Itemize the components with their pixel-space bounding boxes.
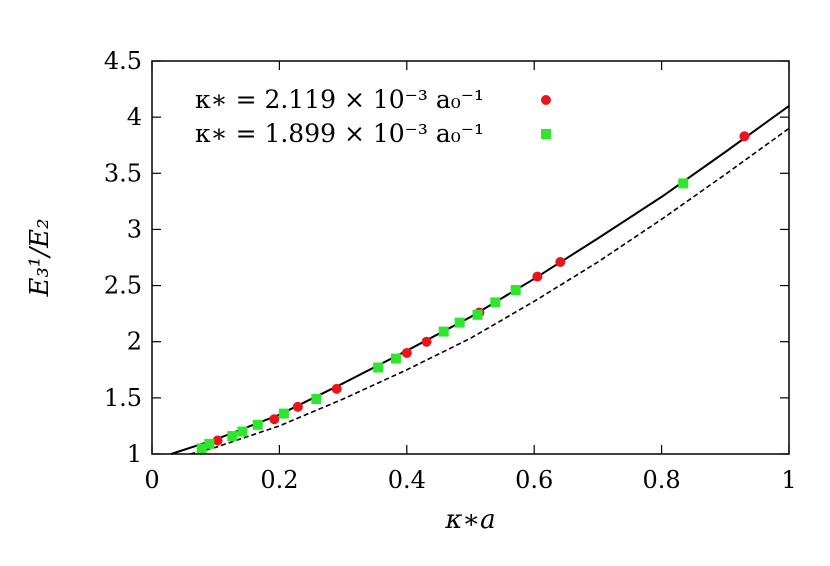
y-axis-label: E₃¹/E₂: [25, 219, 55, 298]
y-tick-label: 1.5: [104, 384, 142, 412]
labels-layer: 0 0.2 0.4 0.6 0.8 1 1 1.5 2 2.5 3 3.5 4 4.5 κ∗a E₃¹/E₂: [25, 47, 797, 535]
y-tick-label: 3.5: [104, 159, 142, 187]
x-tick-label: 0.8: [643, 466, 681, 494]
x-tick-label: 0.2: [260, 466, 298, 494]
data-point-square: [438, 326, 449, 337]
data-point-square: [510, 285, 521, 296]
y-tick-label: 1: [127, 440, 142, 468]
x-axis-label: κ∗a: [444, 505, 495, 535]
x-tick-label: 1: [781, 466, 796, 494]
legend-label: κ∗ = 2.119 × 10⁻³ a₀⁻¹: [195, 85, 484, 114]
data-point-square: [490, 297, 501, 308]
points-layer: [196, 131, 750, 454]
legend: κ∗ = 2.119 × 10⁻³ a₀⁻¹ κ∗ = 1.899 × 10⁻³ …: [195, 85, 551, 148]
x-tick-label: 0.6: [515, 466, 553, 494]
data-point-circle: [212, 435, 223, 446]
data-point-square: [196, 443, 207, 454]
data-point-circle: [269, 414, 280, 425]
legend-marker-circle: [541, 95, 551, 105]
data-point-square: [311, 393, 322, 404]
legend-label: κ∗ = 1.899 × 10⁻³ a₀⁻¹: [195, 119, 484, 148]
x-tick-label: 0: [144, 466, 159, 494]
data-point-square: [278, 408, 289, 419]
curves-layer: [170, 105, 790, 455]
data-point-circle: [292, 401, 303, 412]
data-point-circle: [331, 383, 342, 394]
y-tick-label: 2.5: [104, 272, 142, 300]
data-point-square: [237, 426, 248, 437]
data-point-square: [373, 362, 384, 373]
data-point-circle: [532, 271, 543, 282]
data-point-square: [472, 309, 483, 320]
y-tick-label: 2: [127, 328, 142, 356]
y-tick-label: 3: [127, 215, 142, 243]
plot-frame: [151, 60, 790, 455]
data-point-circle: [555, 256, 566, 267]
data-point-square: [454, 317, 465, 328]
data-point-square: [252, 419, 263, 430]
data-point-square: [390, 353, 401, 364]
legend-marker-square: [541, 129, 551, 139]
solid-curve: [170, 105, 790, 455]
y-tick-label: 4.5: [104, 47, 142, 75]
data-point-circle: [739, 131, 750, 142]
data-point-square: [678, 178, 689, 189]
data-point-circle: [401, 347, 412, 358]
data-point-square: [227, 431, 238, 442]
y-tick-label: 4: [127, 103, 142, 131]
data-point-circle: [421, 336, 432, 347]
x-tick-label: 0.4: [388, 466, 426, 494]
dashed-curve: [189, 127, 790, 455]
data-point-square: [204, 438, 215, 449]
